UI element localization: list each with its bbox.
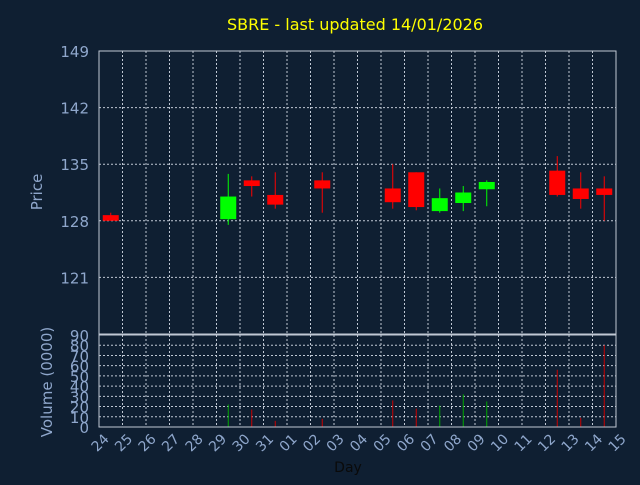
day-tick-label: 04	[347, 431, 371, 455]
price-axis-label: Price	[28, 174, 46, 211]
candle-body	[572, 188, 589, 199]
price-tick-label: 135	[60, 156, 89, 174]
price-tick-label: 142	[60, 100, 89, 118]
day-tick-label: 13	[559, 431, 583, 455]
chart-title: SBRE - last updated 14/01/2026	[227, 15, 483, 34]
day-tick-label: 27	[159, 431, 183, 455]
volume-tick-label: 30	[70, 388, 89, 406]
volume-tick-label: 20	[70, 399, 89, 417]
candle-body	[549, 170, 566, 195]
candle-body	[243, 180, 260, 187]
candle	[408, 172, 425, 211]
candle-body	[314, 180, 331, 189]
day-tick-label: 26	[136, 431, 160, 455]
day-tick-label: 28	[183, 431, 207, 455]
day-tick-label: 30	[230, 431, 254, 455]
candle-body	[455, 192, 472, 204]
day-tick-label: 10	[488, 431, 512, 455]
day-tick-label: 31	[253, 431, 277, 455]
price-tick-label: 149	[60, 43, 89, 61]
volume-tick-label: 0	[79, 419, 89, 437]
day-tick-label: 09	[465, 431, 489, 455]
day-tick-label: 15	[606, 431, 630, 455]
candle	[596, 176, 613, 221]
volume-tick-label: 10	[70, 409, 89, 427]
day-tick-label: 06	[394, 431, 418, 455]
volume-tick-label: 90	[70, 327, 89, 345]
candle-body	[478, 181, 495, 190]
day-tick-label: 11	[512, 431, 536, 455]
candle	[478, 180, 495, 207]
day-tick-label: 07	[418, 431, 442, 455]
price-panel-frame	[98, 50, 617, 335]
candle	[243, 176, 260, 197]
candle	[220, 173, 237, 225]
day-axis-label: Day	[334, 460, 362, 476]
candle-body	[408, 172, 425, 208]
candle	[455, 186, 472, 212]
candle	[431, 188, 448, 213]
candle-body	[267, 194, 284, 205]
price-tick-labels: 149 142 135 128 121	[60, 43, 89, 287]
candle	[102, 212, 119, 221]
candle	[314, 172, 331, 213]
price-tick-label: 121	[60, 269, 89, 287]
volume-panel-frame	[98, 334, 617, 428]
day-tick-labels: 24 25 26 27 28 29 30 31 01 02 03 04 05 06 07 08 09 10 11 12…	[89, 431, 630, 455]
candlesticks	[102, 156, 613, 225]
volume-tick-label: 40	[70, 378, 89, 396]
day-tick-label: 08	[441, 431, 465, 455]
volume-tick-label: 60	[70, 358, 89, 376]
candle-body	[384, 188, 401, 203]
day-tick-label: 02	[300, 431, 324, 455]
candle-body	[596, 188, 613, 195]
day-tick-label: 05	[371, 431, 395, 455]
candle	[572, 172, 589, 209]
volume-tick-label: 80	[70, 337, 89, 355]
day-tick-label: 25	[112, 431, 136, 455]
day-tick-label: 24	[89, 431, 113, 455]
price-grid	[98, 50, 617, 334]
candle	[267, 172, 284, 209]
day-tick-label: 03	[324, 431, 348, 455]
candle-body	[431, 198, 448, 212]
price-tick-label: 128	[60, 213, 89, 231]
day-tick-label: 29	[206, 431, 230, 455]
volume-tick-label: 50	[70, 368, 89, 386]
volume-tick-label: 70	[70, 347, 89, 365]
day-tick-label: 12	[535, 431, 559, 455]
day-tick-label: 14	[582, 431, 606, 455]
candle-body	[220, 196, 237, 220]
volume-bars	[227, 345, 605, 427]
volume-axis-label: Volume (0000)	[38, 327, 56, 437]
day-tick-label: 01	[277, 431, 301, 455]
volume-grid	[98, 334, 617, 428]
candle-body	[102, 215, 119, 221]
candle	[549, 156, 566, 197]
candle	[384, 164, 401, 209]
